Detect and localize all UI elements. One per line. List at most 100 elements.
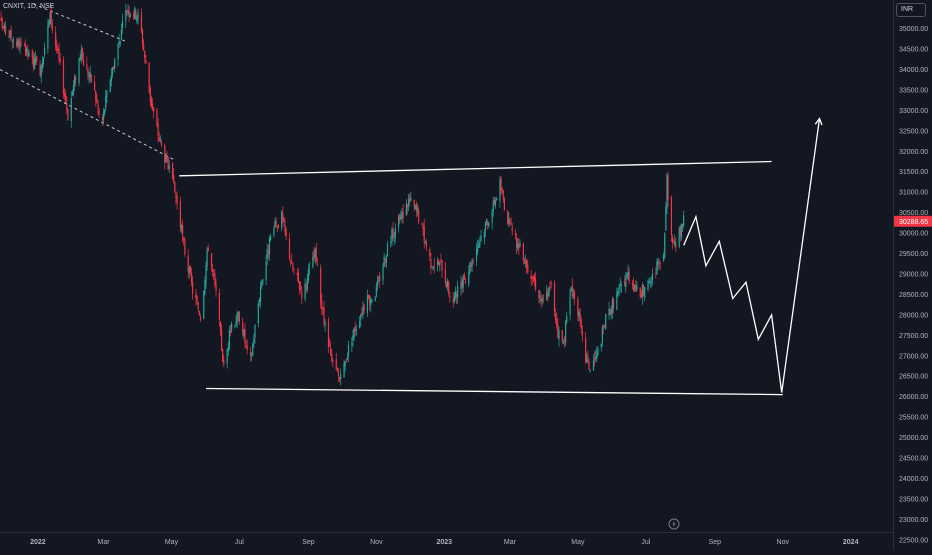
candle-body: [670, 197, 673, 236]
candle-body: [522, 243, 524, 261]
candle-body: [66, 103, 68, 111]
candle-body: [639, 287, 641, 297]
candle-body: [475, 249, 478, 261]
time-tick-label: 2022: [30, 539, 46, 546]
lightning-icon-ring: [668, 518, 680, 530]
candle-body: [82, 59, 85, 66]
candle-body: [612, 299, 615, 309]
candle-body: [376, 280, 379, 287]
candle-body: [562, 341, 565, 343]
candle-body: [518, 244, 520, 249]
candle-body: [673, 242, 675, 244]
candle-body: [531, 276, 533, 279]
candle-body: [258, 299, 261, 302]
candle-body: [362, 306, 364, 316]
candle-body: [371, 299, 373, 303]
candle-body: [679, 226, 681, 236]
candle-body: [215, 283, 217, 291]
candle-body: [573, 292, 576, 299]
candle-body: [491, 211, 493, 223]
candle-body: [547, 290, 549, 298]
candle-body: [300, 287, 302, 290]
candle-body: [257, 303, 259, 324]
candle-body: [9, 30, 11, 38]
candle-body: [33, 58, 36, 69]
candle-body: [666, 174, 668, 209]
candle-body: [282, 212, 284, 220]
candle-body: [324, 323, 326, 326]
candle-body: [579, 313, 581, 321]
candle-body: [565, 320, 567, 343]
candle-body: [173, 175, 175, 183]
candle-body: [58, 48, 60, 60]
currency-button[interactable]: INR: [896, 3, 926, 17]
candle-body: [166, 156, 168, 159]
candle-body: [31, 50, 33, 58]
candle-body: [251, 354, 253, 356]
candle-body: [262, 279, 264, 284]
candle-body: [534, 278, 537, 290]
candle-body: [23, 44, 26, 46]
candle-body: [424, 241, 426, 243]
price-tick-label: 32000.00: [899, 149, 928, 156]
candle-body: [418, 210, 420, 223]
candle-body: [592, 360, 595, 371]
candle-body: [174, 181, 176, 192]
candle-body: [167, 156, 169, 170]
candle-body: [307, 269, 310, 281]
candle-body: [463, 274, 465, 280]
candle-body: [375, 286, 377, 297]
price-tick-label: 23000.00: [899, 517, 928, 524]
candle-body: [104, 109, 106, 115]
time-tick-label: Jul: [235, 539, 244, 546]
last-price-badge: [894, 215, 932, 227]
candle-body: [432, 267, 434, 270]
candle-body: [140, 13, 143, 32]
candle-body: [472, 261, 474, 262]
candle-body: [339, 376, 341, 380]
candle-body: [246, 345, 248, 350]
lightning-icon[interactable]: [668, 518, 680, 530]
price-tick-label: 30000.00: [899, 231, 928, 238]
candle-body: [55, 32, 57, 47]
candle-body: [314, 248, 316, 258]
candle-body: [651, 273, 654, 281]
candle-body: [145, 59, 147, 64]
price-tick-label: 24500.00: [899, 455, 928, 462]
candle-body: [351, 343, 353, 346]
candle-body: [627, 271, 629, 276]
candle-body: [320, 267, 322, 302]
candle-body: [524, 261, 527, 264]
candle-body: [296, 272, 298, 276]
candle-body: [553, 282, 556, 312]
candle-body: [384, 258, 386, 261]
time-tick-label: May: [165, 539, 179, 546]
candle-body: [523, 261, 526, 263]
candle-body: [102, 111, 105, 121]
candle-body: [430, 258, 432, 268]
candle-body: [500, 177, 502, 191]
candle-body: [445, 282, 448, 288]
candle-body: [619, 283, 621, 286]
candle-body: [657, 260, 659, 265]
candle-body: [671, 236, 674, 243]
candle-body: [600, 343, 602, 348]
price-tick-label: 29500.00: [899, 251, 928, 258]
candle-body: [492, 200, 494, 212]
candle-body: [346, 357, 349, 359]
candle-body: [323, 307, 325, 324]
candle-body: [548, 287, 550, 296]
candle-body: [204, 280, 206, 294]
candle-body: [165, 154, 167, 163]
candle-body: [642, 285, 645, 296]
candle-body: [658, 261, 660, 263]
projection-arrowhead: [814, 117, 823, 126]
candle-body: [503, 198, 506, 211]
candle-body: [636, 284, 638, 290]
candle-body: [542, 297, 544, 299]
candle-body: [219, 321, 222, 331]
candle-body: [558, 330, 560, 340]
candle-body: [79, 57, 81, 60]
